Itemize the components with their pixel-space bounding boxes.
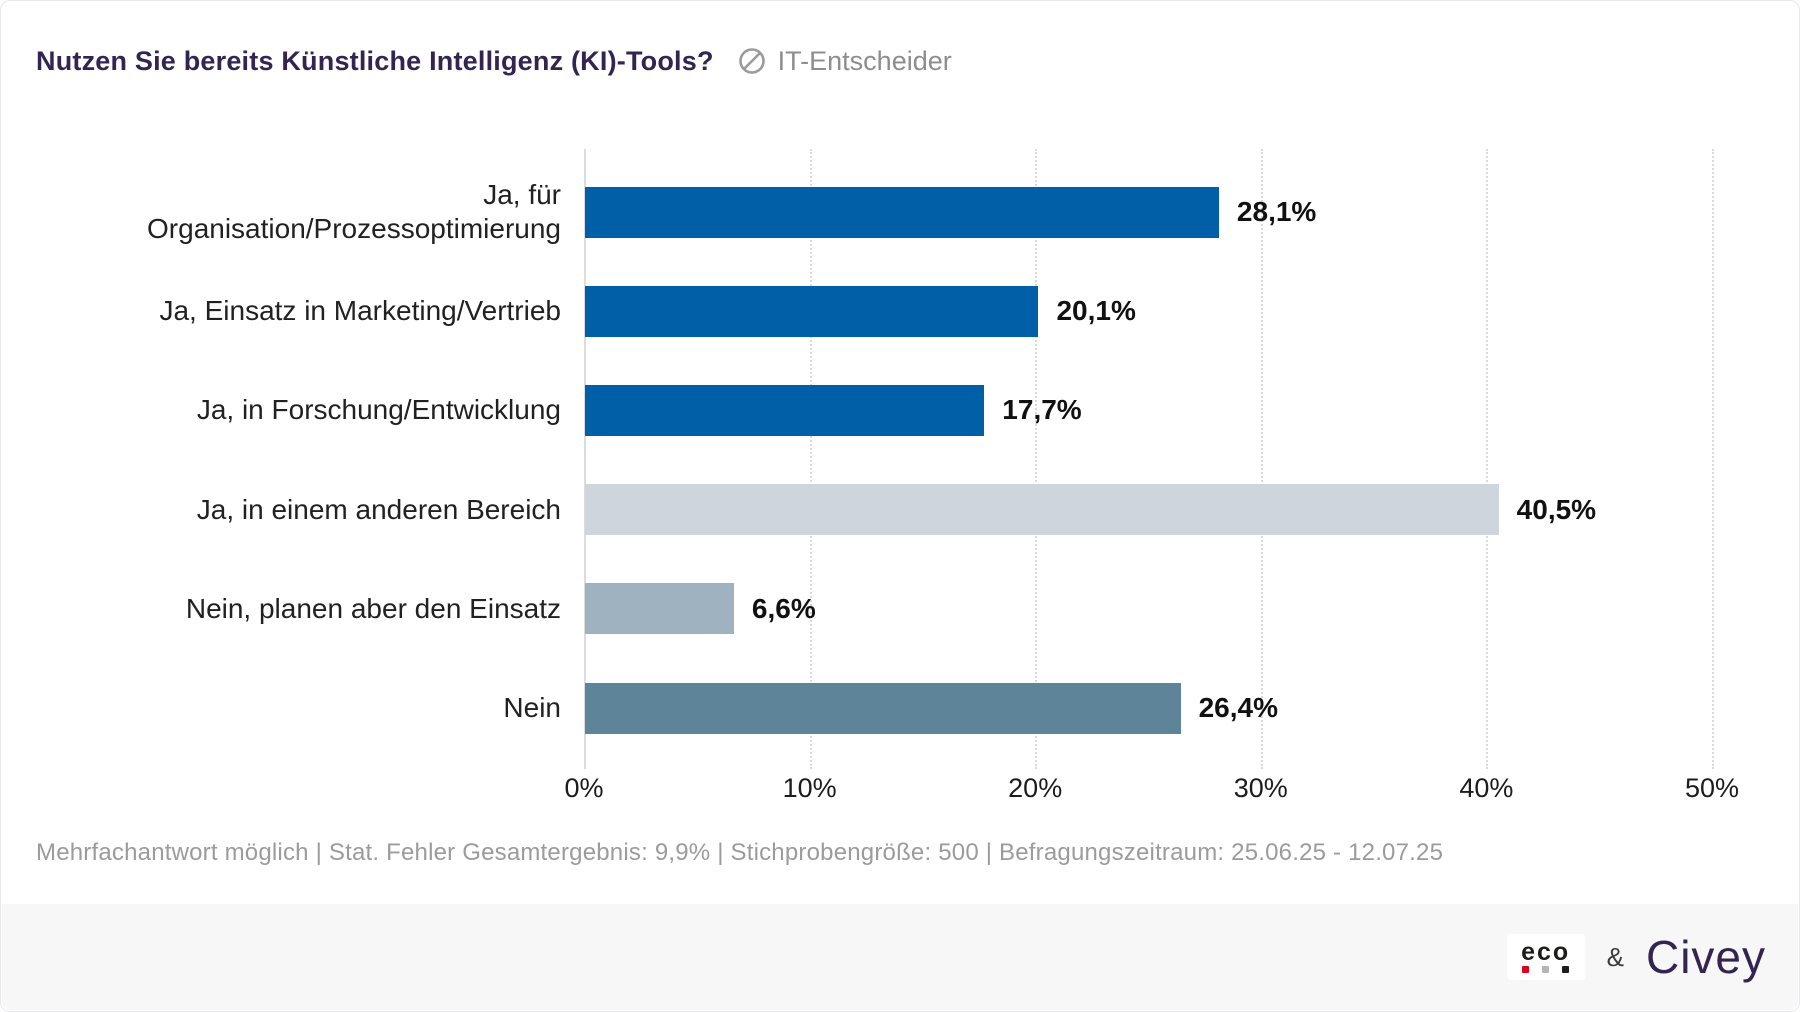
- x-tick-label: 50%: [1684, 773, 1740, 803]
- eco-dot: [1562, 966, 1570, 973]
- y-axis-line: [584, 149, 586, 769]
- category-label: Ja, in einem anderen Bereich: [196, 493, 561, 525]
- ampersand-text: &: [1606, 941, 1624, 972]
- x-tick-label: 0%: [564, 773, 604, 803]
- eco-dot: [1542, 966, 1550, 973]
- bar[interactable]: [585, 384, 985, 436]
- eco-wordmark: eco: [1521, 938, 1571, 966]
- category-label: Nein, planen aber den Einsatz: [185, 592, 561, 624]
- bar[interactable]: [585, 682, 1181, 734]
- bar[interactable]: [585, 583, 734, 635]
- audience-tag: IT-Entscheider: [736, 45, 952, 77]
- value-label: 26,4%: [1198, 692, 1278, 723]
- slashed-circle-icon: [738, 48, 765, 74]
- value-label: 17,7%: [1002, 394, 1082, 426]
- x-tick-label: 10%: [782, 773, 837, 803]
- bar[interactable]: [585, 484, 1499, 536]
- eco-logo-dots: [1522, 966, 1570, 973]
- category-label: Ja, für Organisation/Prozessoptimierung: [147, 179, 561, 244]
- category-label: Ja, Einsatz in Marketing/Vertrieb: [159, 295, 561, 327]
- x-tick-label: 20%: [1008, 773, 1063, 803]
- category-label: Ja, in Forschung/Entwicklung: [196, 394, 561, 426]
- brand-logos: eco & Civey: [1506, 904, 1766, 1010]
- value-label: 6,6%: [751, 592, 816, 624]
- eco-logo: eco: [1506, 934, 1585, 980]
- value-label: 40,5%: [1516, 493, 1597, 525]
- gridline: [1486, 149, 1489, 769]
- gridline: [809, 149, 812, 769]
- value-label: 28,1%: [1236, 196, 1317, 227]
- audience-label: IT-Entscheider: [777, 45, 952, 76]
- value-label: 20,1%: [1056, 295, 1136, 327]
- gridline: [1260, 149, 1263, 769]
- chart-title: Nutzen Sie bereits Künstliche Intelligen…: [36, 45, 714, 76]
- bar[interactable]: [585, 186, 1219, 238]
- gridline: [1712, 149, 1714, 769]
- branding-strip: eco & Civey: [2, 904, 1798, 1010]
- x-tick-label: 40%: [1459, 773, 1514, 803]
- category-label: Nein: [503, 692, 561, 723]
- chart-header: Nutzen Sie bereits Künstliche Intelligen…: [36, 45, 952, 77]
- gridline: [1035, 149, 1038, 769]
- civey-logo: Civey: [1645, 931, 1766, 983]
- bar[interactable]: [585, 285, 1039, 337]
- methodology-note: Mehrfachantwort möglich | Stat. Fehler G…: [36, 839, 1444, 866]
- x-tick-label: 30%: [1233, 773, 1288, 803]
- eco-dot: [1522, 966, 1530, 973]
